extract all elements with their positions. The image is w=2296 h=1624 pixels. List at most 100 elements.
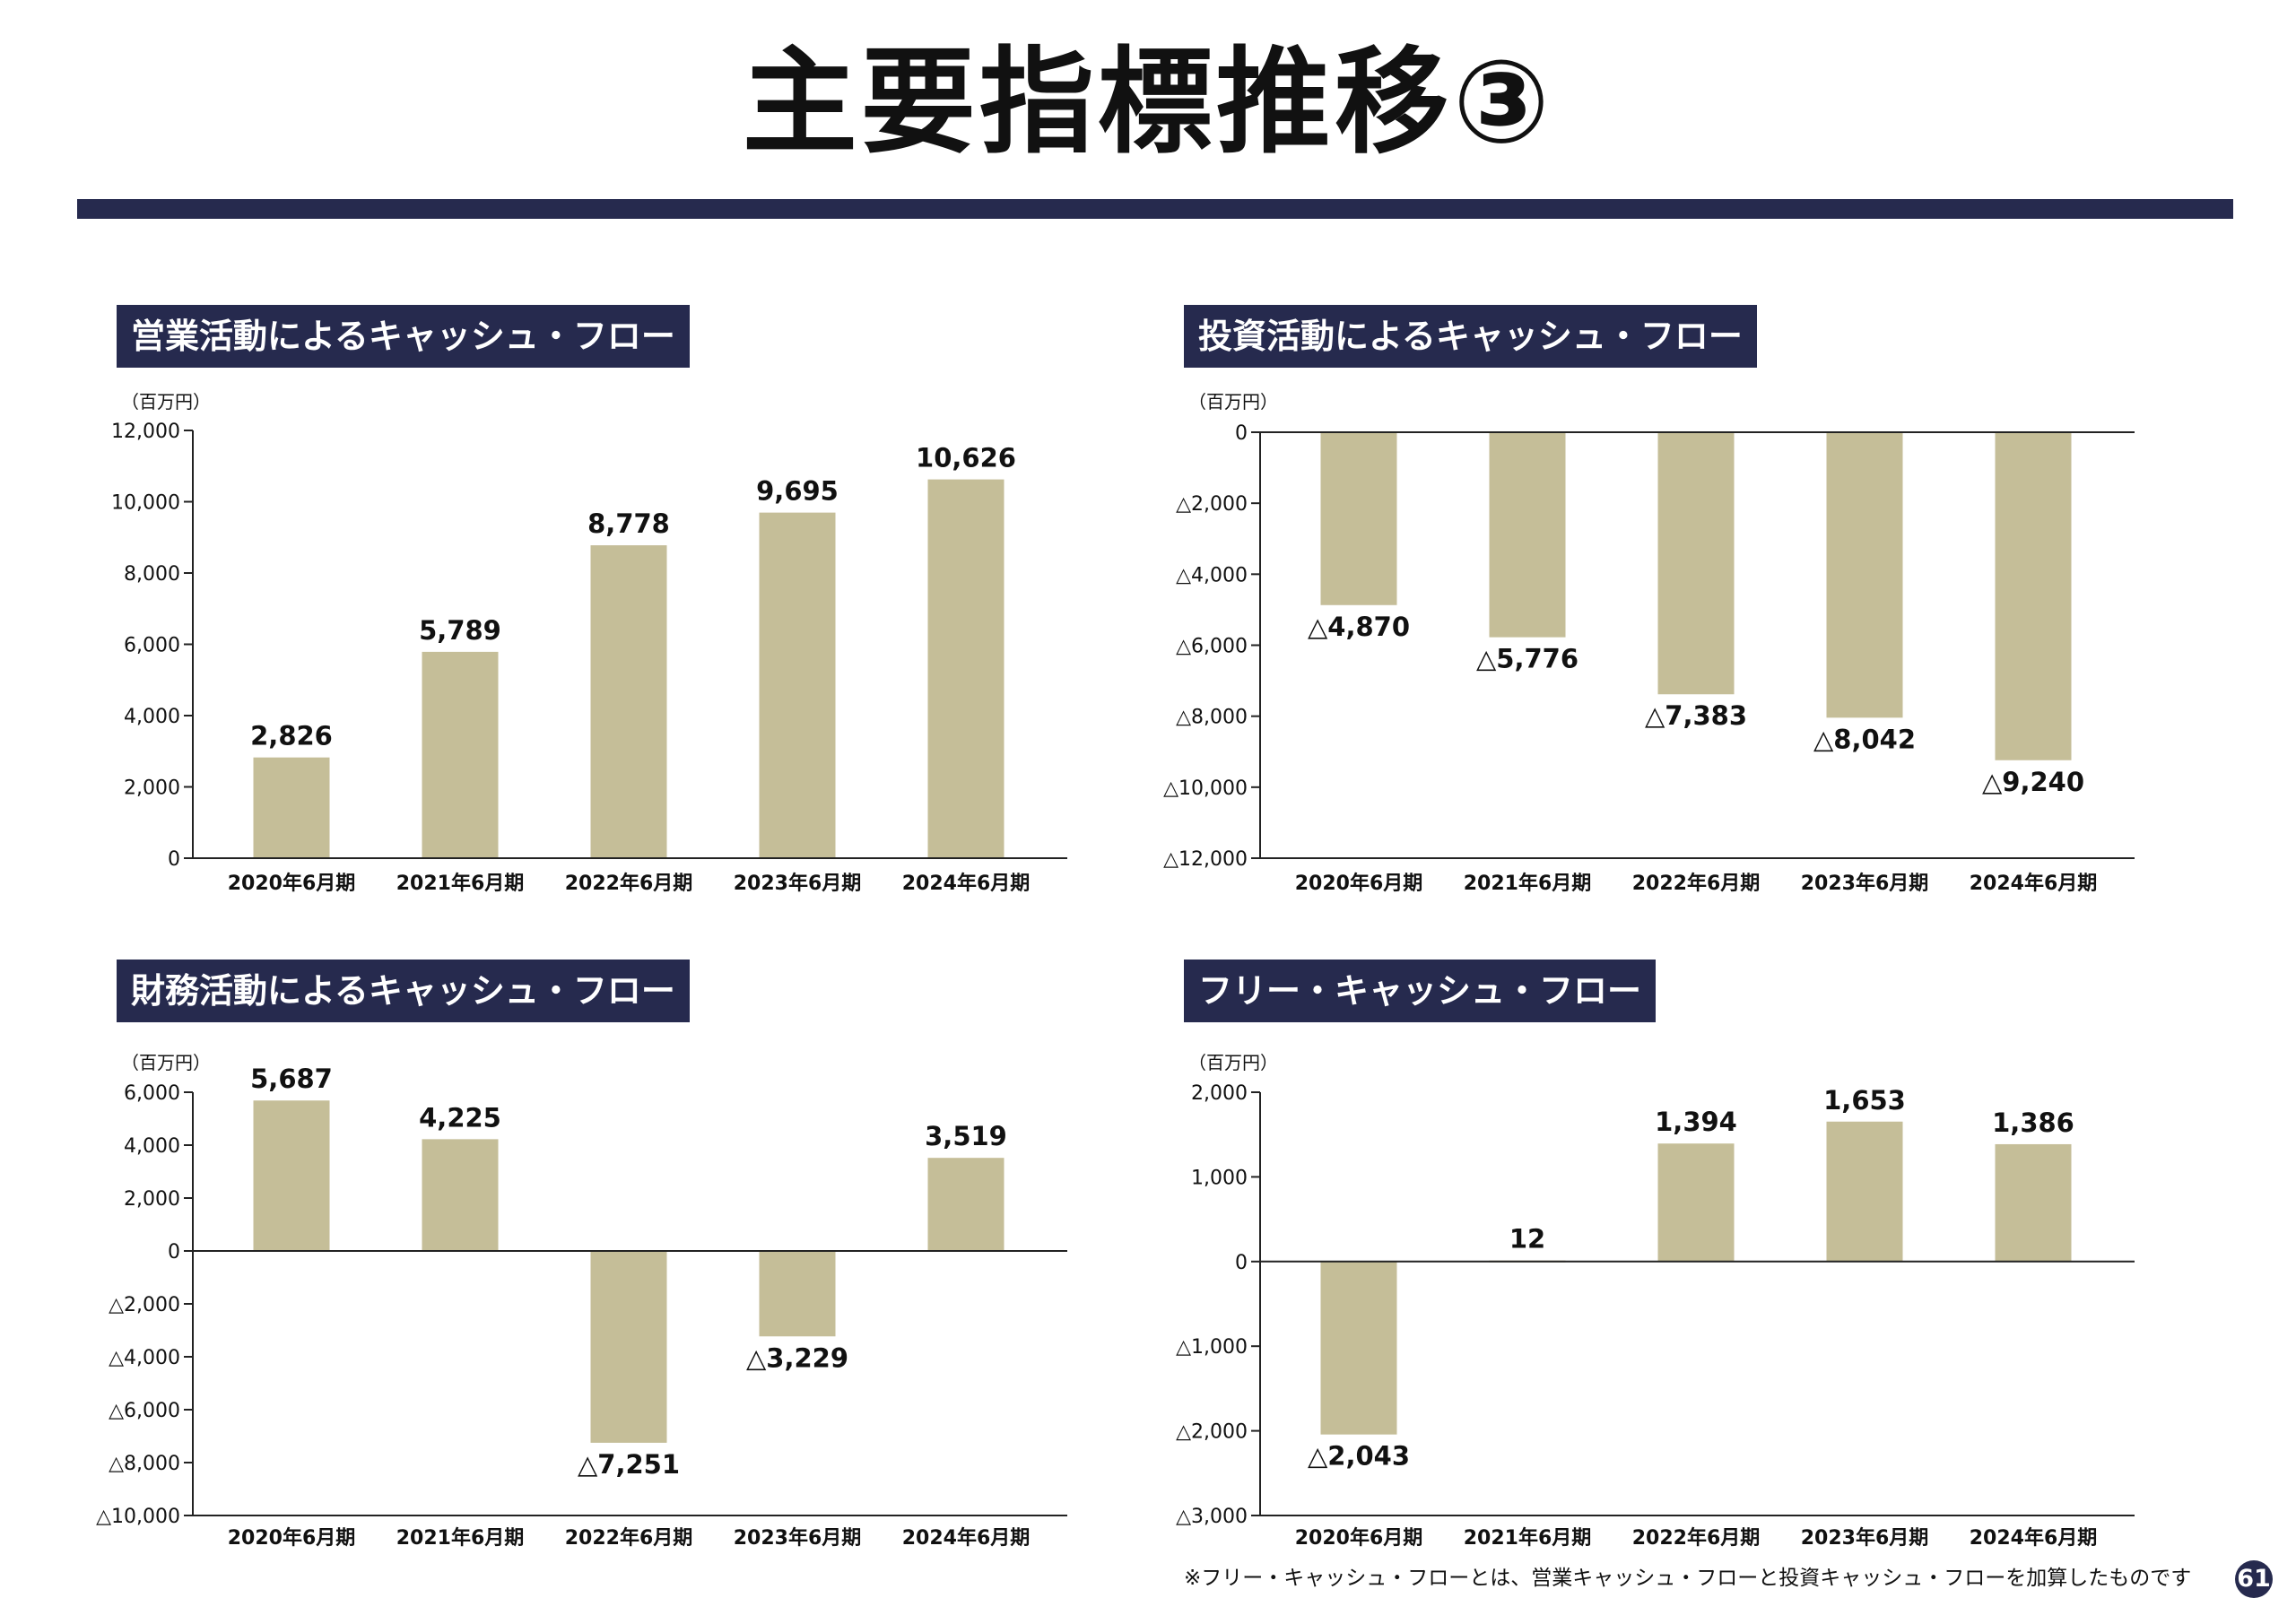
data-label: △9,240 <box>1982 767 2084 797</box>
y-tick-label: 4,000 <box>124 1135 180 1158</box>
y-tick-label: 2,000 <box>124 777 180 800</box>
x-tick-label: 2021年6月期 <box>1464 872 1592 895</box>
bar <box>1995 1143 2072 1262</box>
y-tick-label: 2,000 <box>1191 1082 1248 1105</box>
data-label: △4,870 <box>1308 612 1410 642</box>
y-tick-label: △2,000 <box>1176 1421 1248 1444</box>
title-divider <box>77 199 2233 219</box>
y-tick-label: △6,000 <box>1176 636 1248 658</box>
data-label: △5,776 <box>1476 644 1578 674</box>
data-label: 5,687 <box>250 1064 333 1094</box>
y-tick-label: 2,000 <box>124 1188 180 1211</box>
unit-label: （百万円） <box>121 1052 211 1073</box>
y-tick-label: △6,000 <box>109 1400 180 1422</box>
x-tick-label: 2022年6月期 <box>565 1526 693 1550</box>
unit-label: （百万円） <box>1188 391 1278 413</box>
y-tick-label: 4,000 <box>124 706 180 728</box>
bar <box>1826 1121 1903 1262</box>
x-tick-label: 2022年6月期 <box>1632 872 1761 895</box>
footnote: ※フリー・キャッシュ・フローとは、営業キャッシュ・フローと投資キャッシュ・フロー… <box>1184 1567 2192 1590</box>
data-label: △2,043 <box>1308 1441 1410 1472</box>
y-tick-label: 6,000 <box>124 1082 180 1105</box>
bar <box>1995 432 2072 760</box>
bar <box>253 1100 330 1251</box>
bar <box>1826 432 1903 718</box>
y-tick-label: 1,000 <box>1191 1167 1248 1189</box>
y-tick-label: 8,000 <box>124 563 180 586</box>
x-tick-label: 2021年6月期 <box>1464 1526 1592 1550</box>
bar <box>759 512 836 858</box>
x-tick-label: 2020年6月期 <box>228 872 356 895</box>
data-label: 1,394 <box>1655 1107 1737 1137</box>
y-tick-label: △3,000 <box>1176 1506 1248 1528</box>
y-tick-label: △4,000 <box>109 1347 180 1369</box>
x-tick-label: 2023年6月期 <box>1801 872 1929 895</box>
page-number: 61 <box>2235 1560 2273 1598</box>
x-tick-label: 2023年6月期 <box>1801 1526 1929 1550</box>
data-label: 1,653 <box>1823 1085 1906 1116</box>
data-label: △8,042 <box>1813 724 1916 754</box>
investing-cf-label: 投資活動によるキャッシュ・フロー <box>1184 305 1757 368</box>
data-label: 9,695 <box>756 476 839 507</box>
financing-cf-label: 財務活動によるキャッシュ・フロー <box>117 960 690 1022</box>
bar <box>590 545 667 858</box>
x-tick-label: 2024年6月期 <box>902 872 1031 895</box>
unit-label: （百万円） <box>1188 1052 1278 1073</box>
bar <box>1657 432 1735 695</box>
y-tick-label: 0 <box>168 848 180 871</box>
y-tick-label: 0 <box>1235 1252 1248 1274</box>
data-label: 3,519 <box>925 1121 1007 1151</box>
bar <box>1489 432 1566 638</box>
y-tick-label: △4,000 <box>1176 564 1248 586</box>
data-label: △7,383 <box>1645 700 1747 731</box>
x-tick-label: 2021年6月期 <box>396 872 525 895</box>
y-tick-label: △12,000 <box>1163 848 1248 871</box>
x-tick-label: 2024年6月期 <box>902 1526 1031 1550</box>
data-label: 2,826 <box>250 721 333 751</box>
data-label: 12 <box>1509 1224 1545 1255</box>
bar <box>759 1251 836 1337</box>
bar <box>927 479 1004 858</box>
x-tick-label: 2020年6月期 <box>1295 872 1423 895</box>
bar <box>590 1251 667 1443</box>
y-tick-label: △10,000 <box>1163 777 1248 800</box>
x-tick-label: 2022年6月期 <box>1632 1526 1761 1550</box>
y-tick-label: △10,000 <box>96 1506 180 1528</box>
y-tick-label: △2,000 <box>1176 493 1248 516</box>
y-tick-label: 0 <box>1235 422 1248 445</box>
x-tick-label: 2024年6月期 <box>1970 1526 2098 1550</box>
unit-label: （百万円） <box>121 391 211 413</box>
page-title: 主要指標推移③ <box>742 36 1554 169</box>
y-tick-label: △8,000 <box>109 1453 180 1475</box>
y-tick-label: △2,000 <box>109 1294 180 1316</box>
free-cf-label: フリー・キャッシュ・フロー <box>1184 960 1657 1022</box>
data-label: 10,626 <box>916 443 1016 473</box>
operating-cf-label: 営業活動によるキャッシュ・フロー <box>117 305 690 368</box>
x-tick-label: 2023年6月期 <box>734 872 862 895</box>
data-label: 5,789 <box>419 615 501 646</box>
bar <box>1657 1143 1735 1262</box>
y-tick-label: △1,000 <box>1176 1336 1248 1359</box>
bar <box>927 1158 1004 1251</box>
x-tick-label: 2022年6月期 <box>565 872 693 895</box>
data-label: △7,251 <box>578 1449 680 1480</box>
x-tick-label: 2020年6月期 <box>228 1526 356 1550</box>
x-tick-label: 2021年6月期 <box>396 1526 525 1550</box>
x-tick-label: 2020年6月期 <box>1295 1526 1423 1550</box>
y-tick-label: 10,000 <box>111 492 180 515</box>
data-label: △3,229 <box>746 1342 848 1373</box>
y-tick-label: 0 <box>168 1241 180 1264</box>
bar <box>253 757 330 858</box>
bar <box>422 651 499 858</box>
y-tick-label: 6,000 <box>124 635 180 657</box>
bar <box>1320 1261 1397 1435</box>
y-tick-label: 12,000 <box>111 421 180 443</box>
x-tick-label: 2023年6月期 <box>734 1526 862 1550</box>
data-label: 4,225 <box>419 1102 501 1133</box>
x-tick-label: 2024年6月期 <box>1970 872 2098 895</box>
data-label: 1,386 <box>1992 1107 2074 1138</box>
